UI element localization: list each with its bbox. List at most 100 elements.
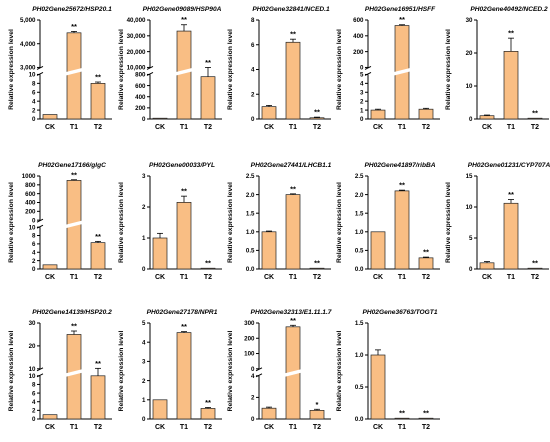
y-tick-label: 4	[32, 249, 36, 256]
chart-panel-9: PH02Gene41897/ribBA Relative expression l…	[336, 162, 440, 281]
y-tick-label: 4	[32, 98, 36, 105]
y-tick-label: 0	[32, 217, 36, 224]
chart-title: PH02Gene17166/glgC	[38, 162, 106, 169]
x-tick-label: CK	[45, 124, 55, 131]
chart-title: PH02Gene01231/CYP707A	[468, 162, 550, 169]
x-tick-label: T2	[204, 124, 212, 131]
significance-label: **	[181, 322, 187, 331]
significance-label: **	[290, 30, 296, 39]
x-tick-label: T2	[313, 274, 321, 281]
bar-CK	[479, 115, 495, 120]
significance-label: **	[314, 258, 320, 267]
y-tick-label: 3,000	[20, 65, 36, 72]
bar-CK	[42, 114, 58, 120]
y-tick-label: 0	[469, 116, 473, 123]
y-tick-label: 3	[142, 359, 146, 366]
x-tick-label: T1	[398, 424, 406, 431]
y-tick-label: 1.0	[246, 229, 255, 236]
y-tick-label: 6	[251, 42, 255, 49]
bar-CK	[370, 231, 386, 270]
y-tick-label: 5	[360, 72, 364, 79]
y-tick-label: 30	[466, 17, 473, 24]
y-tick-label: 8	[32, 81, 36, 88]
significance-label: **	[399, 181, 405, 190]
x-tick-label: T2	[422, 274, 430, 281]
y-tick-label: 0.5	[355, 248, 364, 255]
y-tick-label: 3	[360, 89, 364, 96]
significance-label: **	[95, 73, 101, 82]
bar-break-gap	[285, 369, 301, 377]
bar-T2	[527, 117, 543, 120]
y-tick-label: 10	[466, 204, 473, 211]
y-tick-label: 40,000	[127, 17, 146, 24]
bar-T2	[309, 267, 325, 270]
chart-panel-6: PH02Gene17166/glgC Relative expression le…	[8, 162, 112, 281]
x-tick-label: CK	[373, 274, 383, 281]
x-tick-label: T1	[398, 274, 406, 281]
y-tick-label: 200	[353, 49, 364, 56]
y-tick-label: 4	[360, 81, 364, 88]
bar-break-gap	[66, 67, 82, 76]
y-tick-label: 800	[25, 182, 36, 189]
y-tick-label: 1	[360, 107, 364, 114]
y-axis-label: Relative expression level	[8, 29, 15, 110]
significance-label: **	[314, 108, 320, 117]
bar-T1	[394, 417, 410, 420]
x-tick-label: T1	[180, 424, 188, 431]
x-tick-label: T1	[180, 124, 188, 131]
y-tick-label: 0.5	[355, 384, 364, 391]
bar-CK	[152, 117, 168, 120]
bar-T2	[309, 410, 325, 420]
x-tick-label: CK	[373, 124, 383, 131]
y-tick-label: 2	[32, 107, 36, 114]
y-tick-label: 0	[360, 65, 364, 72]
y-tick-label: 10	[29, 366, 36, 373]
bar-CK	[42, 264, 58, 270]
y-tick-label: 0	[251, 416, 255, 423]
significance-label: **	[399, 409, 405, 418]
x-tick-label: T2	[94, 274, 102, 281]
y-tick-label: 20,000	[127, 49, 146, 56]
y-axis-label: Relative expression level	[118, 330, 125, 411]
bar-CK	[261, 106, 277, 120]
y-tick-label: 2.0	[246, 192, 255, 199]
x-tick-label: T1	[507, 274, 515, 281]
y-tick-label: 2.0	[355, 192, 364, 199]
bar-T1	[176, 202, 192, 270]
y-tick-label: 2	[32, 408, 36, 415]
y-tick-label: 1	[142, 235, 146, 242]
x-tick-label: T1	[289, 424, 297, 431]
significance-label: **	[532, 109, 538, 118]
x-tick-label: T1	[398, 124, 406, 131]
y-axis-label: Relative expression level	[445, 182, 452, 263]
y-tick-label: 1.5	[246, 210, 255, 217]
significance-label: **	[181, 187, 187, 196]
bar-CK	[370, 109, 386, 120]
chart-panel-10: PH02Gene01231/CYP707A Relative expression…	[445, 162, 550, 281]
y-axis-label: Relative expression level	[227, 330, 234, 411]
bar-CK	[479, 262, 495, 270]
bar-T1	[66, 32, 82, 120]
y-tick-label: 400	[25, 200, 36, 207]
y-tick-label: 30	[29, 320, 36, 327]
y-tick-label: 10,000	[127, 65, 146, 72]
y-tick-label: 10	[29, 72, 36, 79]
significance-label: **	[71, 322, 77, 331]
significance-label: **	[290, 316, 296, 325]
y-tick-label: 1.5	[355, 210, 364, 217]
chart-panel-12: PH02Gene27178/NPR1 Relative expression le…	[118, 309, 222, 431]
chart-panel-13: PH02Gene32313/E1.11.1.7 Relative expressi…	[227, 309, 332, 431]
y-tick-label: 1.5	[355, 320, 364, 327]
chart-title: PH02Gene27178/NPR1	[147, 309, 218, 316]
y-tick-label: 600	[353, 17, 364, 24]
y-tick-label: 4,000	[20, 41, 36, 48]
y-tick-label: 200	[135, 105, 146, 112]
chart-panel-1: PH02Gene25672/HSP20.1 Relative expression…	[8, 6, 112, 131]
bar-T2	[200, 408, 216, 420]
bar-T1	[394, 190, 410, 270]
x-tick-label: T2	[422, 424, 430, 431]
y-tick-label: 10	[29, 224, 36, 231]
y-tick-label: 2	[360, 98, 364, 105]
significance-label: **	[205, 58, 211, 67]
